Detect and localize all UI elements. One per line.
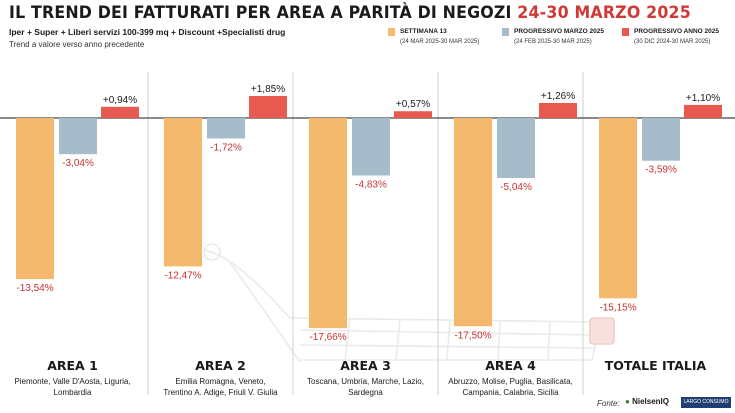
region-line: Toscana, Umbria, Marche, Lazio, <box>307 377 424 386</box>
title-date: 24-30 MARZO 2025 <box>517 3 691 23</box>
region-line: Trentino A. Adige, Friuli V. Giulia <box>163 388 278 397</box>
value-label-area-3-progressivo-marzo-2025: -4,83% <box>355 179 387 190</box>
area-regions-area-2: Emilia Romagna, Veneto, Trentino A. Adige… <box>148 376 294 398</box>
bar-area-3-progressivo-anno-2025 <box>394 111 432 118</box>
chart-title: IL TREND DEI FATTURATI PER AREA A PARITÀ… <box>9 3 691 23</box>
bar-area-3-progressivo-marzo-2025 <box>352 118 390 176</box>
region-line: Campania, Calabria, Sicilia <box>462 388 559 397</box>
bar-area-4-settimana-13 <box>454 118 492 327</box>
legend-swatch <box>622 28 629 36</box>
bar-totale-italia-settimana-13 <box>599 118 637 299</box>
bar-area-1-progressivo-anno-2025 <box>101 106 139 118</box>
area-name-totale-italia: TOTALE ITALIA <box>604 358 707 373</box>
value-label-area-2-settimana-13: -12,47% <box>164 270 201 281</box>
value-label-area-4-progressivo-marzo-2025: -5,04% <box>500 182 532 193</box>
title-main: IL TREND DEI FATTURATI PER AREA A PARITÀ… <box>9 3 512 23</box>
value-label-area-3-settimana-13: -17,66% <box>309 332 346 343</box>
chart-note: Trend a valore verso anno precedente <box>9 40 145 49</box>
value-labels-group: -13,54% -3,04% +0,94% -12,47% -1,72% +1,85% -1… <box>16 84 720 343</box>
shopping-cart-illustration <box>203 243 615 363</box>
area-dividers <box>147 72 584 395</box>
nielsen-dot-icon: ● <box>625 397 630 406</box>
region-line: Lombardia <box>53 388 92 397</box>
area-regions-area-3: Toscana, Umbria, Marche, Lazio, Sardegna <box>293 376 439 398</box>
bar-area-3-settimana-13 <box>309 118 347 329</box>
value-label-area-4-settimana-13: -17,50% <box>454 330 491 341</box>
area-name-area-2: AREA 2 <box>195 358 246 373</box>
legend-range: (24 FEB 2025-30 MAR 2025) <box>514 39 592 45</box>
legend-swatch <box>388 28 395 36</box>
legend-label: SETTIMANA 13 <box>400 28 447 35</box>
nielseniq-logo-text: NielsenIQ <box>632 397 669 406</box>
area-regions-area-4: Abruzzo, Molise, Puglia, Basilicata, Camp… <box>438 376 584 398</box>
legend-swatch <box>502 28 509 36</box>
partner-logo: LARGO CONSUMO <box>681 397 731 408</box>
nielseniq-logo: ● NielsenIQ <box>625 397 669 406</box>
bar-totale-italia-progressivo-marzo-2025 <box>642 118 680 161</box>
area-name-area-1: AREA 1 <box>47 358 98 373</box>
bar-area-4-progressivo-anno-2025 <box>539 103 577 118</box>
value-label-area-2-progressivo-anno-2025: +1,85% <box>251 84 285 95</box>
bar-area-2-settimana-13 <box>164 118 202 267</box>
region-line: Piemonte, Valle D'Aosta, Liguria, <box>14 377 131 386</box>
value-label-area-2-progressivo-marzo-2025: -1,72% <box>210 142 242 153</box>
bar-area-1-settimana-13 <box>16 118 54 280</box>
region-line: Emilia Romagna, Veneto, <box>175 377 266 386</box>
value-label-area-3-progressivo-anno-2025: +0,57% <box>396 99 430 110</box>
source-label: Fonte: <box>597 399 620 408</box>
value-label-area-4-progressivo-anno-2025: +1,26% <box>541 91 575 102</box>
value-label-area-1-settimana-13: -13,54% <box>16 283 53 294</box>
area-regions-area-1: Piemonte, Valle D'Aosta, Liguria, Lombard… <box>0 376 146 398</box>
area-name-area-3: AREA 3 <box>340 358 391 373</box>
chart-subtitle: Iper + Super + Liberi servizi 100-399 mq… <box>9 27 286 37</box>
legend-label: PROGRESSIVO ANNO 2025 <box>634 28 720 35</box>
region-line: Sardegna <box>348 388 383 397</box>
bar-area-2-progressivo-marzo-2025 <box>207 118 245 139</box>
legend-range: (30 DIC 2024-30 MAR 2025) <box>634 39 711 45</box>
bar-area-1-progressivo-marzo-2025 <box>59 118 97 155</box>
value-label-totale-italia-progressivo-marzo-2025: -3,59% <box>645 165 677 176</box>
legend-range: (24 MAR 2025-30 MAR 2025) <box>400 39 480 45</box>
bar-area-2-progressivo-anno-2025 <box>249 95 287 118</box>
legend-label: PROGRESSIVO MARZO 2025 <box>514 28 604 35</box>
bar-totale-italia-progressivo-anno-2025 <box>684 104 722 118</box>
bar-area-4-progressivo-marzo-2025 <box>497 118 535 178</box>
area-name-area-4: AREA 4 <box>485 358 536 373</box>
bars-group <box>16 95 722 329</box>
value-label-area-1-progressivo-anno-2025: +0,94% <box>103 95 137 106</box>
value-label-totale-italia-settimana-13: -15,15% <box>599 302 636 313</box>
region-line: Abruzzo, Molise, Puglia, Basilicata, <box>448 377 573 386</box>
value-label-totale-italia-progressivo-anno-2025: +1,10% <box>686 93 720 104</box>
value-label-area-1-progressivo-marzo-2025: -3,04% <box>62 158 94 169</box>
